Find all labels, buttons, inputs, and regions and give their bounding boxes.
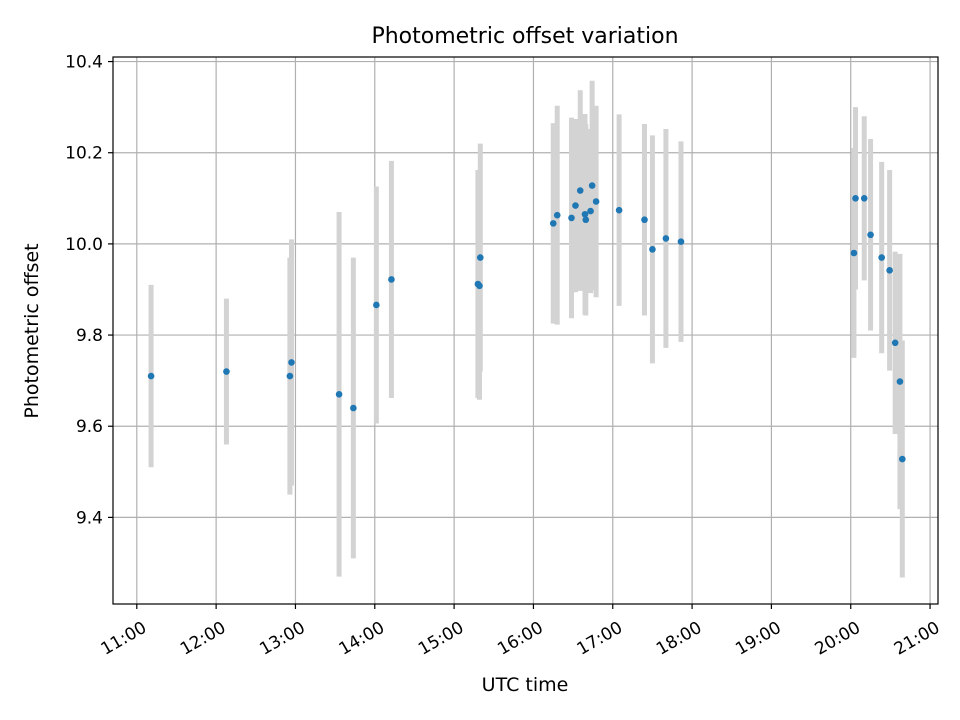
data-point — [286, 372, 294, 380]
chart-title: Photometric offset variation — [371, 24, 678, 49]
data-point — [896, 378, 904, 385]
data-point — [592, 198, 600, 205]
data-point — [350, 404, 357, 412]
data-point — [852, 195, 859, 202]
grid — [113, 57, 938, 604]
data-point — [553, 211, 561, 219]
data-point — [572, 202, 579, 209]
data-point — [288, 359, 295, 366]
data-point — [576, 187, 584, 194]
data-point — [582, 216, 590, 224]
data-point — [649, 246, 656, 253]
data-point — [223, 368, 230, 375]
y-tick-label: 9.4 — [76, 508, 103, 528]
data-point — [587, 207, 594, 215]
y-axis-label: Photometric offset — [21, 243, 43, 418]
data-point — [335, 391, 343, 398]
data-point — [147, 372, 155, 380]
data-point — [615, 206, 623, 214]
data-point — [476, 282, 483, 290]
data-point — [878, 254, 885, 261]
data-point — [662, 235, 670, 242]
x-axis-label: UTC time — [482, 674, 569, 696]
data-point — [867, 231, 874, 239]
data-point — [850, 249, 858, 257]
y-tick-label: 10.2 — [65, 144, 103, 164]
data-point — [891, 339, 899, 347]
y-axis-ticks: 9.4 9.6 9.8 10.0 10.2 10.4 — [65, 53, 113, 528]
y-tick-label: 9.8 — [76, 326, 103, 346]
data-point — [549, 220, 557, 227]
data-point — [581, 210, 589, 218]
data-point — [476, 254, 484, 261]
plot-frame — [112, 56, 939, 605]
data-point — [388, 276, 395, 283]
data-point — [860, 195, 868, 202]
data-points — [147, 182, 906, 463]
y-tick-label: 10.4 — [65, 53, 103, 73]
data-point — [641, 216, 648, 224]
data-point — [677, 238, 685, 245]
y-tick-label: 10.0 — [65, 235, 103, 255]
data-point — [899, 455, 906, 463]
data-point — [568, 214, 575, 222]
data-point — [373, 301, 380, 309]
data-point — [588, 182, 596, 189]
data-point — [886, 267, 893, 274]
y-tick-label: 9.6 — [76, 417, 103, 437]
